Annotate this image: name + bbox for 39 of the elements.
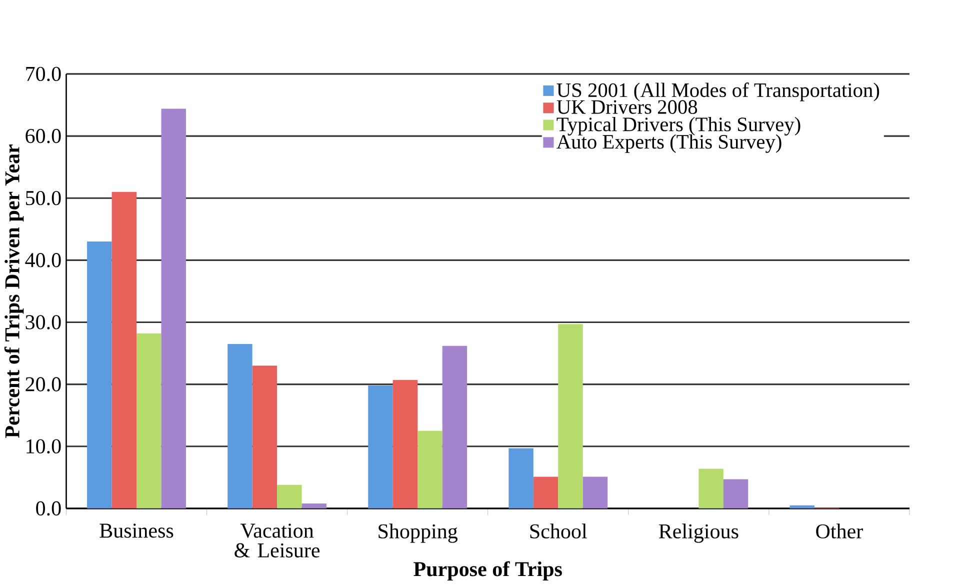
x-tick-label: Business: [100, 524, 174, 538]
y-tick-label: 10.0: [26, 439, 61, 454]
y-tick-label: 20.0: [26, 377, 61, 392]
bar: [228, 344, 252, 508]
bar: [392, 380, 418, 508]
x-tick-label: Shopping: [378, 524, 458, 543]
legend-label: UK Drivers 2008: [556, 100, 698, 114]
y-tick-label: 70.0: [26, 66, 61, 82]
x-tick-label: Other: [816, 524, 863, 538]
y-axis-title: Percent of Trips Driven per Year: [4, 144, 24, 438]
bar: [418, 430, 442, 508]
y-tick-label: 50.0: [26, 191, 61, 206]
legend-label: Typical Drivers (This Survey): [556, 117, 800, 136]
bar: [442, 346, 468, 508]
bar: [533, 476, 558, 508]
x-tick-label: School: [530, 524, 587, 538]
bar: [723, 479, 748, 508]
y-tick-label: 60.0: [26, 128, 61, 144]
bar: [582, 476, 608, 508]
bar: [136, 333, 162, 508]
y-tick-label: 30.0: [26, 315, 61, 330]
x-axis-title: Purpose of Trips: [414, 561, 562, 581]
bar: [277, 484, 302, 508]
bar: [508, 448, 534, 508]
bar: [790, 505, 814, 508]
y-tick-label: 40.0: [25, 253, 61, 268]
legend-label: Auto Experts (This Survey): [556, 134, 782, 153]
bar: [252, 366, 278, 508]
x-tick-label: Religious: [658, 524, 738, 543]
bar: [87, 242, 112, 508]
x-tick-label: Vacation & Leisure: [234, 524, 320, 558]
bar: [558, 324, 583, 508]
legend-label: US 2001 (All Modes of Transportation): [556, 82, 880, 102]
y-tick-label: 0.0: [36, 501, 61, 516]
bar: [161, 108, 186, 508]
bar: [698, 468, 724, 508]
bar: [112, 192, 137, 508]
bar: [368, 386, 393, 508]
bar: [302, 504, 327, 508]
